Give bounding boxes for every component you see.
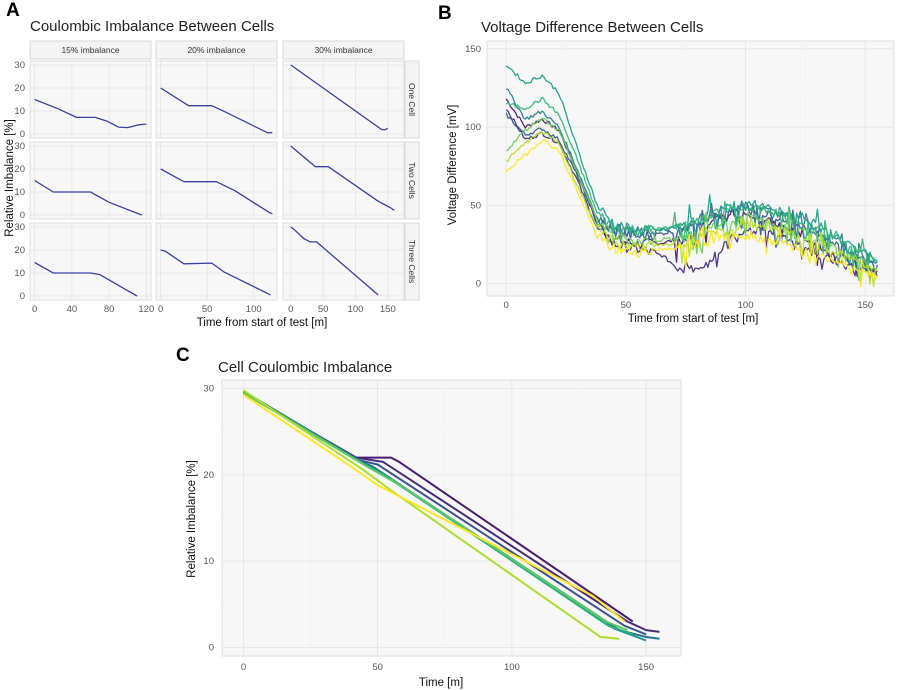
- y-tick-label: 30: [203, 384, 214, 395]
- facet-column-label: 20% imbalance: [187, 45, 245, 55]
- y-tick-label: 10: [14, 106, 25, 117]
- x-tick-label: 80: [104, 304, 115, 315]
- voltage-series-s5: [505, 65, 878, 262]
- x-tick-label: 0: [241, 662, 246, 673]
- facet-plot-background: [29, 222, 152, 301]
- x-tick-label: 40: [67, 304, 78, 315]
- x-tick-label: 150: [380, 304, 396, 315]
- voltage-series-s7: [506, 117, 878, 281]
- facet-series-line: [290, 226, 379, 296]
- facet-series-line: [160, 87, 273, 134]
- panel-a-letter: A: [6, 0, 20, 21]
- y-tick-label: 0: [20, 129, 25, 140]
- panel-c-x-axis-title: Time [m]: [419, 677, 463, 689]
- panel-b-title: Voltage Difference Between Cells: [481, 19, 703, 36]
- facet-row-label: One Cell: [407, 83, 417, 116]
- x-tick-label: 120: [138, 304, 154, 315]
- voltage-series-s4: [506, 88, 878, 273]
- imbalance-series-c9: [242, 393, 626, 623]
- facet-column-strip: [29, 40, 152, 60]
- imbalance-series-c7: [242, 392, 628, 632]
- facet-plot-background: [155, 60, 278, 139]
- x-tick-label: 100: [738, 300, 754, 311]
- x-tick-label: 150: [638, 662, 654, 673]
- y-tick-label: 30: [14, 141, 25, 152]
- facet-column-strip: [282, 40, 405, 60]
- x-tick-label: 150: [857, 300, 873, 311]
- x-tick-label: 50: [372, 662, 383, 673]
- voltage-series-s6: [505, 96, 878, 271]
- panel-a-x-axis-title: Time from start of test [m]: [197, 317, 328, 329]
- y-tick-label: 30: [14, 222, 25, 233]
- y-tick-label: 20: [14, 164, 25, 175]
- facet-column-label: 30% imbalance: [314, 45, 372, 55]
- panel-b-plot-background: [486, 40, 895, 297]
- facet-series-line: [34, 98, 147, 129]
- y-tick-label: 10: [14, 187, 25, 198]
- facet-row-label: Two Cells: [407, 162, 417, 199]
- facet-row-label: Three Cells: [407, 240, 417, 283]
- imbalance-series-c8: [242, 389, 620, 640]
- facet-plot-background: [282, 222, 405, 301]
- panel-c: C Cell Coulombic Imbalance 0 50 100 150 0 10 2…: [176, 345, 682, 689]
- facet-row-strip: [404, 60, 420, 139]
- facet-plot-background: [155, 141, 278, 220]
- x-tick-label: 0: [158, 304, 163, 315]
- x-tick-label: 50: [202, 304, 213, 315]
- y-tick-label: 0: [209, 642, 214, 653]
- panel-a-title: Coulombic Imbalance Between Cells: [30, 18, 274, 35]
- y-tick-label: 100: [465, 122, 481, 133]
- facet-plot-background: [282, 141, 405, 220]
- panel-c-ticks: 0 50 100 150 0 10 20 30: [203, 384, 654, 673]
- voltage-series-s9: [505, 139, 878, 288]
- x-tick-label: 0: [288, 304, 293, 315]
- y-tick-label: 0: [20, 210, 25, 221]
- y-tick-label: 150: [465, 44, 481, 55]
- panel-b-series: [505, 65, 878, 288]
- facet-series-line: [290, 64, 389, 131]
- panel-b-ticks: 0 50 100 150 0 50 100 150: [465, 44, 873, 311]
- panel-b-x-axis-title: Time from start of test [m]: [628, 313, 759, 325]
- voltage-series-s8: [506, 130, 878, 288]
- panel-c-y-axis-title: Relative Imbalance [%]: [186, 460, 198, 578]
- y-tick-label: 0: [20, 291, 25, 302]
- x-tick-label: 100: [504, 662, 520, 673]
- panel-c-letter: C: [176, 345, 190, 366]
- y-tick-label: 10: [14, 268, 25, 279]
- facet-column-strip: [155, 40, 278, 60]
- facet-row-strip: [404, 141, 420, 220]
- facet-plot-background: [29, 141, 152, 220]
- panel-a-y-axis-title: Relative Imbalance [%]: [4, 119, 16, 237]
- facet-series-line: [34, 262, 138, 297]
- y-tick-label: 20: [203, 470, 214, 481]
- panel-a-facets: 15% imbalance 20% imbalance 30% imbalance O…: [14, 40, 420, 315]
- facet-row-strip: [404, 222, 420, 301]
- facet-plot-background: [29, 60, 152, 139]
- x-tick-label: 100: [348, 304, 364, 315]
- facet-series-line: [34, 179, 142, 216]
- facet-series-line: [160, 249, 271, 296]
- facet-series-line: [160, 168, 273, 215]
- y-tick-label: 50: [470, 200, 481, 211]
- x-tick-label: 50: [318, 304, 329, 315]
- panel-b: B Voltage Difference Between Cells 0 50 10…: [438, 3, 895, 325]
- facet-plot-background: [155, 222, 278, 301]
- panel-a: A Coulombic Imbalance Between Cells Time…: [4, 0, 420, 329]
- facet-column-label: 15% imbalance: [61, 45, 119, 55]
- y-tick-label: 20: [14, 245, 25, 256]
- x-tick-label: 50: [621, 300, 632, 311]
- y-tick-label: 10: [203, 556, 214, 567]
- y-tick-label: 0: [476, 278, 481, 289]
- panel-c-title: Cell Coulombic Imbalance: [218, 359, 392, 376]
- panel-b-y-axis-title: Voltage Difference [mV]: [447, 105, 459, 226]
- panel-b-letter: B: [438, 3, 452, 24]
- x-tick-label: 100: [246, 304, 262, 315]
- facet-series-line: [290, 145, 395, 211]
- panel-c-series: [242, 389, 660, 642]
- x-tick-label: 0: [32, 304, 37, 315]
- x-tick-label: 0: [504, 300, 509, 311]
- y-tick-label: 30: [14, 60, 25, 71]
- y-tick-label: 20: [14, 83, 25, 94]
